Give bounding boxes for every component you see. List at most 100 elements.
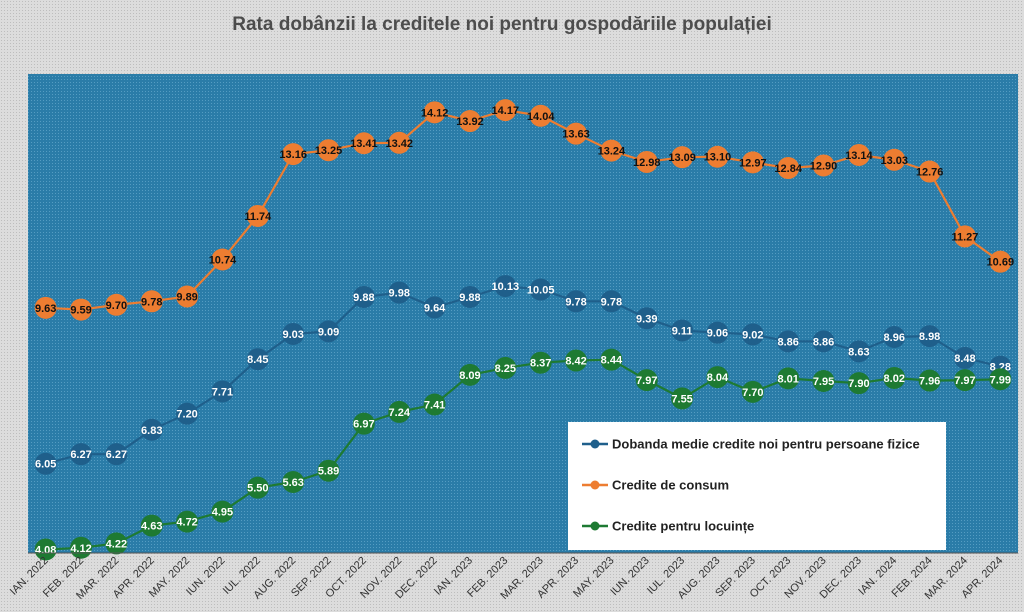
data-point: [883, 148, 906, 171]
data-point: [953, 346, 976, 369]
data-point: [529, 351, 552, 374]
data-point: [34, 296, 57, 319]
data-point: [458, 363, 481, 386]
data-label: 14.12: [421, 107, 449, 119]
data-label: 9.98: [389, 288, 410, 300]
data-point: [423, 101, 446, 124]
data-point: [246, 204, 269, 227]
data-label: 7.24: [389, 407, 411, 419]
data-label: 12.98: [633, 157, 661, 169]
data-point: [352, 285, 375, 308]
data-point: [671, 387, 694, 410]
data-label: 8.45: [247, 354, 268, 366]
data-label: 5.89: [318, 466, 339, 478]
data-label: 13.09: [668, 152, 696, 164]
data-point: [883, 366, 906, 389]
data-point: [34, 538, 57, 561]
data-point: [741, 151, 764, 174]
data-label: 8.44: [601, 355, 623, 367]
data-label: 13.10: [704, 152, 732, 164]
data-label: 12.84: [774, 163, 802, 175]
data-point: [989, 368, 1012, 391]
data-label: 8.96: [884, 332, 905, 344]
legend-item[interactable]: Dobanda medie credite noi pentru persoan…: [582, 437, 920, 452]
data-point: [812, 369, 835, 392]
data-point: [635, 150, 658, 173]
data-label: 5.63: [282, 477, 303, 489]
data-label: 12.97: [739, 157, 767, 169]
data-label: 8.98: [919, 331, 940, 343]
data-label: 7.99: [990, 374, 1011, 386]
data-point: [317, 320, 340, 343]
data-label: 7.96: [919, 376, 940, 388]
data-label: 8.01: [777, 373, 798, 385]
legend-label: Credite de consum: [612, 478, 729, 493]
data-point: [706, 366, 729, 389]
legend-swatch-marker: [590, 439, 600, 449]
data-point: [883, 326, 906, 349]
data-label: 12.90: [810, 160, 838, 172]
data-point: [352, 412, 375, 435]
data-label: 8.42: [565, 356, 586, 368]
data-label: 9.78: [141, 296, 162, 308]
data-label: 14.04: [527, 111, 555, 123]
data-point: [105, 443, 128, 466]
data-point: [600, 348, 623, 371]
data-point: [918, 160, 941, 183]
data-point: [176, 510, 199, 533]
data-point: [635, 307, 658, 330]
data-point: [671, 319, 694, 342]
data-point: [777, 330, 800, 353]
data-point: [423, 393, 446, 416]
data-label: 8.63: [848, 346, 869, 358]
data-label: 8.25: [495, 363, 516, 375]
legend[interactable]: Dobanda medie credite noi pentru persoan…: [568, 422, 946, 550]
data-point: [388, 400, 411, 423]
data-point: [282, 143, 305, 166]
data-label: 9.63: [35, 303, 56, 315]
chart-title: Rata dobânzii la creditele noi pentru go…: [232, 14, 772, 35]
data-point: [635, 369, 658, 392]
data-point: [70, 443, 93, 466]
data-point: [918, 325, 941, 348]
data-label: 9.03: [282, 329, 303, 341]
data-label: 8.86: [777, 336, 798, 348]
legend-swatch-marker: [590, 521, 600, 531]
data-point: [176, 285, 199, 308]
legend-label: Dobanda medie credite noi pentru persoan…: [612, 437, 920, 452]
data-label: 10.05: [527, 285, 555, 297]
data-label: 9.02: [742, 329, 763, 341]
data-label: 6.97: [353, 419, 374, 431]
data-point: [140, 514, 163, 537]
data-label: 13.16: [279, 149, 307, 161]
legend-item[interactable]: Credite pentru locuințe: [582, 519, 754, 534]
data-point: [458, 110, 481, 133]
data-label: 11.74: [244, 211, 272, 223]
data-label: 9.70: [106, 300, 127, 312]
data-point: [458, 285, 481, 308]
data-label: 5.50: [247, 483, 268, 495]
data-label: 6.83: [141, 425, 162, 437]
data-point: [317, 139, 340, 162]
data-label: 7.97: [954, 375, 975, 387]
data-point: [176, 402, 199, 425]
data-point: [246, 348, 269, 371]
data-point: [282, 471, 305, 494]
data-label: 7.97: [636, 375, 657, 387]
data-label: 7.55: [671, 393, 692, 405]
data-point: [282, 322, 305, 345]
data-point: [211, 380, 234, 403]
data-label: 9.64: [424, 302, 446, 314]
data-point: [494, 99, 517, 122]
data-point: [847, 340, 870, 363]
data-label: 7.71: [212, 386, 233, 398]
data-point: [565, 349, 588, 372]
data-label: 9.78: [565, 296, 586, 308]
data-point: [105, 293, 128, 316]
data-label: 8.04: [707, 372, 729, 384]
data-point: [777, 367, 800, 390]
legend-item[interactable]: Credite de consum: [582, 478, 729, 493]
data-label: 14.17: [492, 105, 520, 117]
